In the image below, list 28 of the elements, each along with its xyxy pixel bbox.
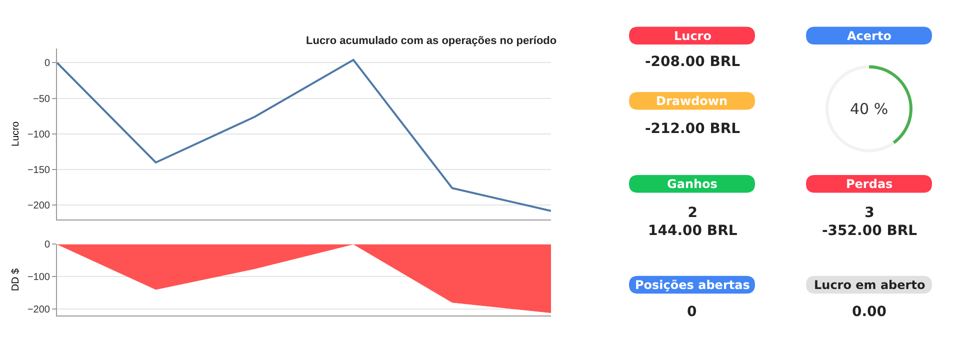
y-tick-label: −50 [33,94,50,105]
y-axis-title: DD $ [10,268,22,292]
category-label: Lucro em aberto [814,278,926,292]
text: 40 % [850,100,888,118]
y-tick-label: −150 [27,165,50,176]
text: 3 -352.00 BRL [822,205,918,240]
category-label: Lucro [674,29,712,43]
donut-slice [826,65,895,152]
line-series [57,58,551,212]
text: 0 [687,304,697,320]
y-tick-label: −100 [27,272,50,284]
y-tick-label: −200 [27,304,50,316]
category-label: Drawdown [656,94,728,108]
category-label: Acerto [847,29,892,43]
text: -212.00 BRL [645,121,740,137]
donut-slice [869,65,912,144]
y-tick-label: −100 [27,129,50,140]
text: -208.00 BRL [645,54,740,70]
y-axis-title: Lucro [10,121,22,146]
category-label: Ganhos [667,177,718,191]
category-label: Posições abertas [635,278,750,292]
text: 2 144.00 BRL [648,205,738,240]
y-tick-label: 0 [44,58,50,70]
y-tick-label: −200 [27,200,50,212]
chart-title: Lucro acumulado com as operações no período [306,35,557,47]
y-tick-label: 0 [44,240,50,251]
category-label: Perdas [846,177,893,191]
text: 0.00 [852,304,887,320]
